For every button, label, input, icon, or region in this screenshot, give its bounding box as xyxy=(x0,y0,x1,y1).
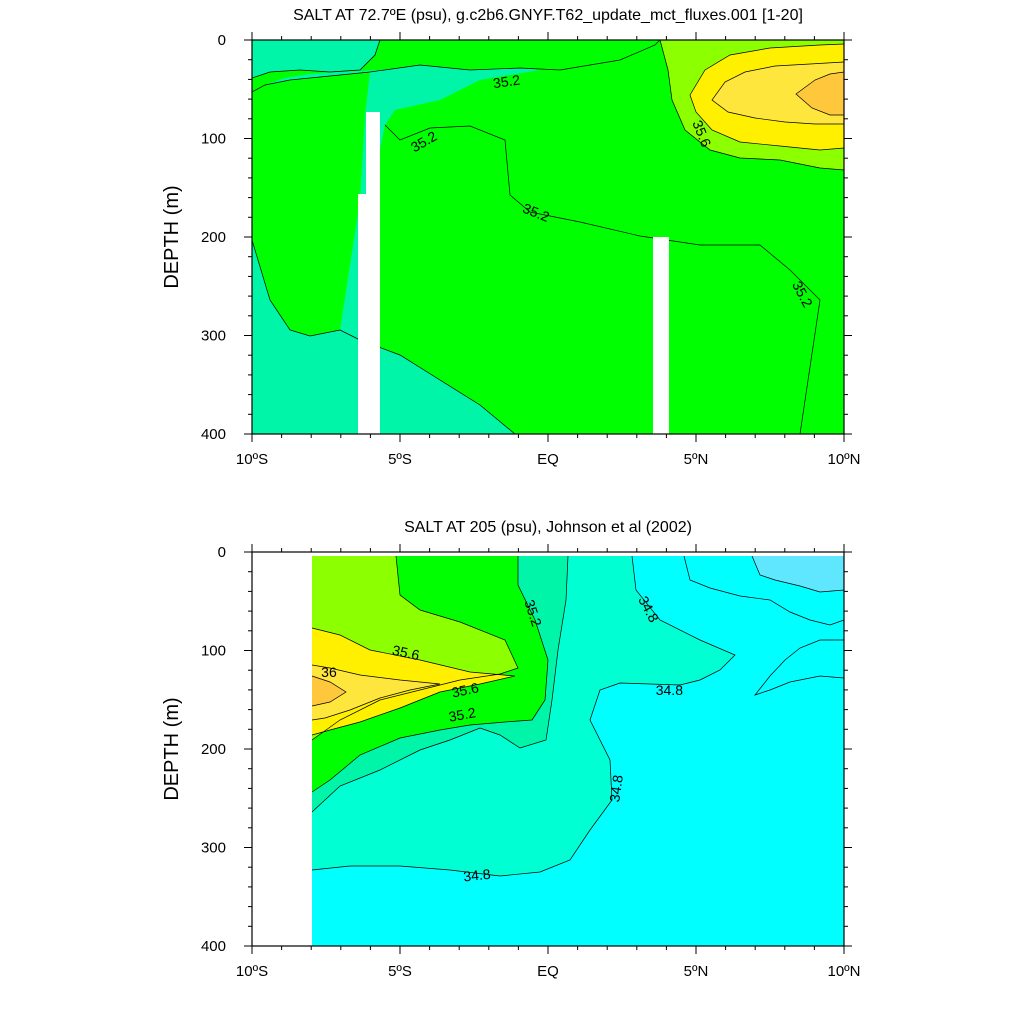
bot-region-35.4 xyxy=(312,556,548,792)
bot-missing-west xyxy=(252,552,312,946)
bot-contour-35.6-lower xyxy=(311,675,516,736)
top-xtick-label: 5ºN xyxy=(684,451,709,468)
panel-model-section: SALT AT 72.7ºE (psu), g.c2b6.GNYF.T62_up… xyxy=(161,7,861,468)
bottom-contour-label: 34.8 xyxy=(463,866,492,885)
top-ytick-label: 100 xyxy=(201,131,226,148)
bot-contour-36 xyxy=(311,664,441,721)
panel-top-plot-area: 35.235.235.235.635.2 xyxy=(252,40,844,434)
bottom-xtick-label: 10ºS xyxy=(236,963,268,980)
panel-bottom-ticks: 10ºS 5ºS EQ 5ºN 10ºN 0 100 200 300 400 xyxy=(201,544,861,980)
bottom-xtick-label: 10ºN xyxy=(828,963,861,980)
bottom-contour-label: 35.6 xyxy=(450,679,480,700)
top-missing-column-c xyxy=(653,237,669,434)
bot-region-36.0 xyxy=(312,665,440,720)
top-missing-column-a xyxy=(358,194,366,434)
top-ytick-label: 200 xyxy=(201,229,226,246)
bottom-contour-label: 36 xyxy=(321,664,337,680)
panel-top-ticks: 10ºS 5ºS EQ 5ºN 10ºN 0 100 200 300 400 xyxy=(201,32,861,468)
top-ytick-label: 400 xyxy=(201,426,226,443)
bot-region-36.2 xyxy=(312,676,346,706)
top-contour-35.2-upper xyxy=(252,40,661,93)
top-region-35.4-south xyxy=(360,125,820,434)
bottom-contour-label: 35.2 xyxy=(447,704,477,725)
top-ytick-label: 0 xyxy=(218,32,226,49)
bot-region-34.6 xyxy=(752,556,844,592)
bottom-ytick-label: 100 xyxy=(201,643,226,660)
top-xtick-label: 10ºN xyxy=(828,451,861,468)
bottom-xtick-label: 5ºN xyxy=(684,963,709,980)
bot-contour-35.2-outer xyxy=(311,555,569,813)
bot-contour-34.8-east xyxy=(683,555,844,626)
top-region-35.2-surface xyxy=(252,40,380,78)
panel-observed-section: SALT AT 205 (psu), Johnson et al (2002) xyxy=(161,519,861,980)
top-region-36.0 xyxy=(712,62,844,124)
bot-contour-34.6 xyxy=(751,555,844,593)
top-contour-35.8 xyxy=(689,43,844,151)
panel-bottom-ylabel: DEPTH (m) xyxy=(161,697,183,800)
bottom-ytick-label: 200 xyxy=(201,741,226,758)
bot-contour-35.2-core xyxy=(311,556,549,793)
top-contour-35.6 xyxy=(659,40,844,171)
bot-contour-34.8-lens xyxy=(753,639,844,696)
bottom-xtick-label: 5ºS xyxy=(388,963,412,980)
top-ytick-label: 300 xyxy=(201,328,226,345)
bottom-ytick-label: 300 xyxy=(201,840,226,857)
top-xtick-label: 10ºS xyxy=(236,451,268,468)
top-contour-35.2-mid xyxy=(384,124,821,434)
bot-contour-36.2 xyxy=(311,675,347,707)
bottom-contour-label: 35.6 xyxy=(391,642,421,663)
top-xtick-label: EQ xyxy=(537,451,559,468)
top-contour-label: 35.2 xyxy=(492,72,521,92)
bottom-contour-label: 34.8 xyxy=(606,774,626,803)
top-contour-36.0 xyxy=(711,61,844,125)
bottom-contour-label: 34.8 xyxy=(656,682,683,698)
bot-contour-35.6-upper xyxy=(311,627,516,677)
bottom-ytick-label: 400 xyxy=(201,938,226,955)
bottom-xtick-label: EQ xyxy=(537,963,559,980)
bottom-ytick-label: 0 xyxy=(218,544,226,561)
top-xtick-label: 5ºS xyxy=(388,451,412,468)
top-contour-35.2-west xyxy=(252,239,516,434)
bot-contour-35.4 xyxy=(311,555,519,741)
top-contour-36.2 xyxy=(795,71,844,116)
panel-bottom-title: SALT AT 205 (psu), Johnson et al (2002) xyxy=(404,519,692,536)
top-contour-35.2-surface xyxy=(252,40,381,79)
bot-contour-35.0 xyxy=(311,555,736,877)
top-region-35.4-west xyxy=(252,72,370,336)
top-missing-column-b xyxy=(366,112,380,434)
panel-top-ylabel: DEPTH (m) xyxy=(161,185,183,288)
panel-top-title: SALT AT 72.7ºE (psu), g.c2b6.GNYF.T62_up… xyxy=(293,7,803,24)
